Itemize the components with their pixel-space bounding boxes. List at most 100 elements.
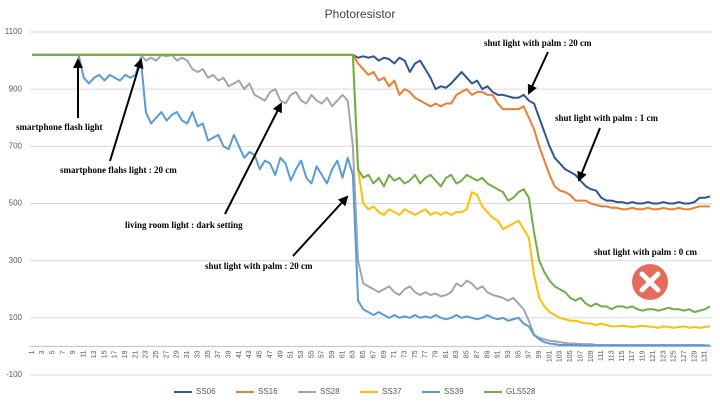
x-tick-label: 99	[536, 350, 543, 358]
x-tick-label: 119	[640, 350, 647, 361]
x-tick-label: 41	[236, 350, 243, 358]
x-tick-label: 11	[81, 350, 88, 357]
x-tick-label: 51	[288, 350, 295, 358]
y-tick-label: -100	[6, 370, 23, 379]
x-tick-label: 71	[391, 350, 398, 358]
x-tick-label: 93	[505, 350, 512, 358]
annotation: smartphone flash light	[16, 122, 103, 132]
x-tick-label: 55	[308, 350, 315, 358]
x-tick-label: 127	[681, 350, 688, 362]
y-tick-label: 1100	[5, 27, 23, 36]
annotation: shut light with palm : 0 cm	[594, 247, 698, 257]
x-tick-label: 29	[174, 350, 181, 358]
series-line	[32, 53, 705, 346]
x-tick-label: 25	[153, 350, 160, 358]
x-tick-label: 75	[412, 350, 419, 358]
x-tick-label: 95	[515, 350, 522, 358]
arrow	[577, 127, 601, 182]
x-icon	[632, 264, 668, 300]
x-tick-label: 15	[101, 350, 108, 358]
x-tick-label: 63	[350, 350, 357, 358]
x-tick-label: 115	[619, 350, 626, 361]
x-tick-label: 5	[50, 350, 57, 354]
x-tick-label: 83	[453, 350, 460, 358]
x-tick-label: 129	[691, 350, 698, 362]
x-tick-label: 45	[257, 350, 264, 358]
x-tick-label: 35	[205, 350, 212, 358]
x-tick-label: 107	[577, 350, 584, 362]
x-tick-label: 23	[143, 350, 150, 358]
y-tick-label: 700	[9, 141, 23, 150]
x-tick-label: 91	[495, 350, 502, 358]
annotation: shut light with palm : 20 cm	[484, 38, 592, 48]
x-tick-label: 49	[277, 350, 284, 358]
x-tick-label: 37	[215, 350, 222, 358]
arrow	[292, 195, 349, 257]
x-tick-label: 53	[298, 350, 305, 358]
x-tick-label: 109	[588, 350, 595, 362]
legend-label: SS37	[382, 387, 402, 396]
x-tick-label: 89	[484, 350, 491, 358]
annotation: shut light with palm : 1 cm	[555, 113, 659, 123]
x-tick-label: 113	[609, 350, 616, 361]
x-tick-label: 125	[671, 350, 678, 362]
x-tick-label: 3	[39, 350, 46, 354]
x-tick-label: 39	[226, 350, 233, 358]
legend-label: GLS528	[506, 387, 536, 396]
x-tick-label: 123	[660, 350, 667, 362]
x-tick-label: 9	[70, 350, 77, 354]
series-line	[32, 53, 711, 205]
arrow	[224, 102, 282, 215]
arrow	[109, 58, 144, 162]
x-tick-label: 43	[246, 350, 253, 358]
annotations: smartphone flash light smartphone flahs …	[16, 38, 698, 300]
annotation: shut light with palm : 20 cm	[205, 261, 313, 271]
series-line	[32, 53, 710, 211]
x-tick-label: 19	[122, 350, 129, 358]
x-tick-label: 117	[629, 350, 636, 361]
x-tick-label: 85	[464, 350, 471, 358]
x-tick-label: 67	[370, 350, 377, 358]
x-tick-label: 79	[433, 350, 440, 358]
x-tick-label: 13	[91, 350, 98, 358]
x-tick-label: 81	[443, 350, 450, 358]
series-line	[32, 53, 711, 314]
annotation: living room light : dark setting	[125, 220, 243, 230]
annotation: smartphone flahs light : 20 cm	[60, 165, 177, 175]
x-tick-label: 131	[702, 350, 709, 362]
x-tick-label: 47	[267, 350, 274, 358]
x-tick-label: 57	[319, 350, 326, 358]
x-tick-label: 121	[650, 350, 657, 362]
x-tick-label: 105	[567, 350, 574, 362]
x-tick-label: 17	[112, 350, 119, 358]
x-tick-label: 1	[29, 350, 36, 354]
x-tick-label: 111	[598, 350, 605, 361]
chart-title: Photoresistor	[325, 7, 396, 21]
x-tick-label: 65	[360, 350, 367, 358]
y-tick-label: 100	[9, 313, 23, 322]
x-tick-label: 77	[422, 350, 429, 358]
x-tick-label: 101	[546, 350, 553, 362]
legend-label: SS28	[320, 387, 340, 396]
x-tick-label: 73	[401, 350, 408, 358]
x-tick-label: 31	[184, 350, 191, 358]
y-tick-label: 500	[9, 199, 23, 208]
x-tick-label: 103	[557, 350, 564, 362]
x-tick-label: 61	[339, 350, 346, 358]
x-tick-label: 21	[132, 350, 139, 358]
y-tick-label: 900	[9, 84, 23, 93]
x-tick-label: 33	[194, 350, 201, 358]
legend-label: SS16	[258, 387, 278, 396]
legend-label: SS39	[444, 387, 464, 396]
legend-label: SS06	[196, 387, 216, 396]
x-tick-label: 59	[329, 350, 336, 358]
x-tick-label: 97	[526, 350, 533, 358]
x-tick-label: 87	[474, 350, 481, 358]
x-tick-label: 7	[60, 350, 67, 354]
y-tick-label: 300	[9, 256, 23, 265]
x-tick-label: 27	[163, 350, 170, 358]
x-tick-label: 69	[381, 350, 388, 358]
